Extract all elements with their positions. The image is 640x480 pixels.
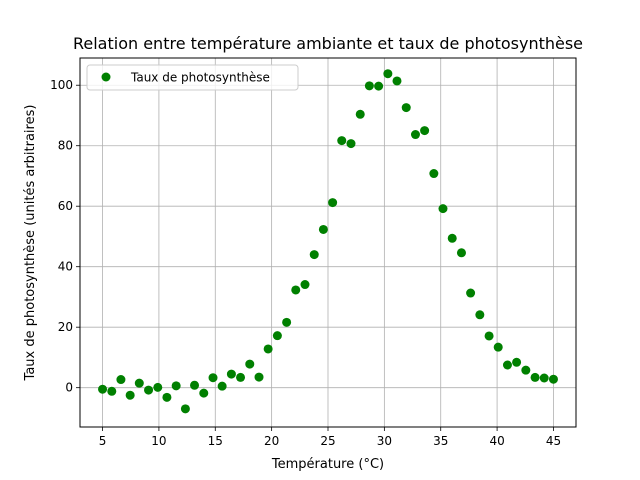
y-tick-label: 0 xyxy=(65,381,73,395)
data-point xyxy=(116,375,126,385)
x-tick-label: 30 xyxy=(377,434,392,448)
data-point xyxy=(226,369,236,379)
data-point xyxy=(383,69,393,79)
y-tick-label: 100 xyxy=(50,78,73,92)
x-tick-label: 5 xyxy=(99,434,107,448)
data-point xyxy=(401,103,411,113)
data-point xyxy=(125,390,135,400)
data-point xyxy=(254,372,264,382)
data-point xyxy=(364,81,374,91)
data-point xyxy=(282,317,292,327)
data-point xyxy=(318,224,328,234)
data-point xyxy=(466,288,476,298)
x-tick-label: 20 xyxy=(264,434,279,448)
data-point xyxy=(456,248,466,258)
x-tick-label: 40 xyxy=(489,434,504,448)
data-point xyxy=(355,109,365,119)
data-point xyxy=(374,81,384,91)
data-point xyxy=(309,250,319,260)
data-point xyxy=(107,386,117,396)
data-point xyxy=(429,169,439,179)
grid xyxy=(80,58,576,427)
data-point xyxy=(392,76,402,86)
data-point xyxy=(475,310,485,320)
data-point xyxy=(502,360,512,370)
data-point xyxy=(300,280,310,290)
x-tick-label: 15 xyxy=(208,434,223,448)
x-tick-label: 45 xyxy=(546,434,561,448)
data-point xyxy=(144,385,154,395)
data-point xyxy=(484,331,494,341)
data-point xyxy=(328,198,338,208)
x-axis-label: Température (°C) xyxy=(271,457,384,472)
data-point xyxy=(420,126,430,136)
data-point xyxy=(337,136,347,146)
data-point xyxy=(291,285,301,295)
legend-label: Taux de photosynthèse xyxy=(130,71,270,85)
data-point xyxy=(263,344,273,354)
data-point xyxy=(134,378,144,388)
x-tick-label: 35 xyxy=(433,434,448,448)
legend-box xyxy=(86,64,299,91)
data-point xyxy=(447,233,457,243)
data-point xyxy=(98,384,108,394)
x-tick-label: 10 xyxy=(151,434,166,448)
data-point xyxy=(346,139,356,149)
data-point xyxy=(410,130,420,140)
data-point xyxy=(548,374,558,384)
y-tick-label: 40 xyxy=(58,260,73,274)
data-point xyxy=(236,372,246,382)
data-point xyxy=(199,388,209,398)
y-axis-label: Taux de photosynthèse (unités arbitraire… xyxy=(23,105,38,382)
data-point xyxy=(217,381,227,391)
data-point xyxy=(438,204,448,214)
legend-marker xyxy=(101,72,111,82)
legend: Taux de photosynthèse xyxy=(86,64,299,91)
y-tick-label: 20 xyxy=(58,320,73,334)
data-point xyxy=(245,359,255,369)
data-point xyxy=(493,342,503,352)
data-points xyxy=(98,69,558,414)
axis-ticks: 5 10 15 20 25 30 35 40 45 0 20 40 60 80 100 xyxy=(50,78,561,448)
data-point xyxy=(272,331,282,341)
chart-title: Relation entre température ambiante et t… xyxy=(73,34,583,53)
data-point xyxy=(171,381,181,391)
data-point xyxy=(153,382,163,392)
data-point xyxy=(190,380,200,390)
data-point xyxy=(512,357,522,367)
data-point xyxy=(521,365,531,375)
data-point xyxy=(162,392,172,402)
data-point xyxy=(530,372,540,382)
y-tick-label: 80 xyxy=(58,139,73,153)
data-point xyxy=(539,373,549,383)
data-point xyxy=(180,404,190,414)
y-tick-label: 60 xyxy=(58,199,73,213)
data-point xyxy=(208,373,218,383)
x-tick-label: 25 xyxy=(320,434,335,448)
